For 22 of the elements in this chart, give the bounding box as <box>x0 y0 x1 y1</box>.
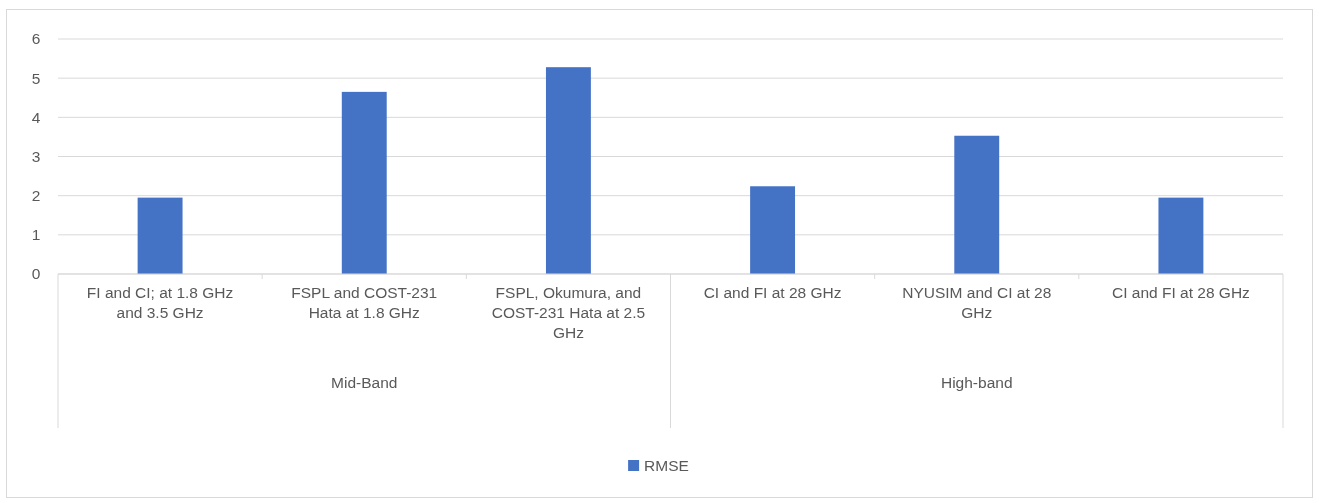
y-tick-label: 0 <box>31 265 41 283</box>
x-tick-label: NYUSIM and CI at 28 GHz <box>902 284 1052 321</box>
y-tick-label: 2 <box>31 187 41 205</box>
bar <box>137 197 183 274</box>
y-tick-label: 3 <box>31 147 41 165</box>
x-tick-label: FSPL and COST-231 Hata at 1.8 GHz <box>291 284 438 321</box>
bar <box>341 91 387 274</box>
bar <box>1158 197 1204 274</box>
legend-label: RMSE <box>644 457 689 475</box>
x-tick-label: CI and FI at 28 GHz <box>1111 284 1250 301</box>
y-tick-label: 1 <box>31 226 41 244</box>
bar <box>750 186 796 274</box>
x-tick-label: CI and FI at 28 GHz <box>703 284 842 301</box>
y-tick-label: 4 <box>31 108 41 126</box>
bar <box>954 135 1000 274</box>
bar <box>545 67 591 274</box>
y-tick-label: 5 <box>31 69 41 87</box>
text: Mid-Band <box>331 374 398 391</box>
x-tick-label: FSPL, Okumura, and COST-231 Hata at 2.5 GHz <box>491 284 646 341</box>
x-tick-label: FI and CI; at 1.8 GHz and 3.5 GHz <box>86 284 234 321</box>
y-tick-label: 6 <box>31 30 41 48</box>
text: High-band <box>940 374 1013 391</box>
